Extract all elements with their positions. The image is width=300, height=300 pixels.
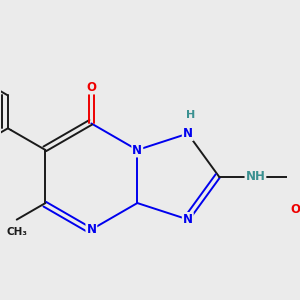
Text: N: N xyxy=(183,213,193,226)
Text: H: H xyxy=(187,110,196,120)
Text: CH₃: CH₃ xyxy=(6,226,27,237)
Text: O: O xyxy=(290,203,300,216)
Text: O: O xyxy=(86,80,96,94)
Text: N: N xyxy=(183,127,193,140)
Text: N: N xyxy=(132,143,142,157)
Text: NH: NH xyxy=(245,170,266,183)
Text: N: N xyxy=(86,223,96,236)
